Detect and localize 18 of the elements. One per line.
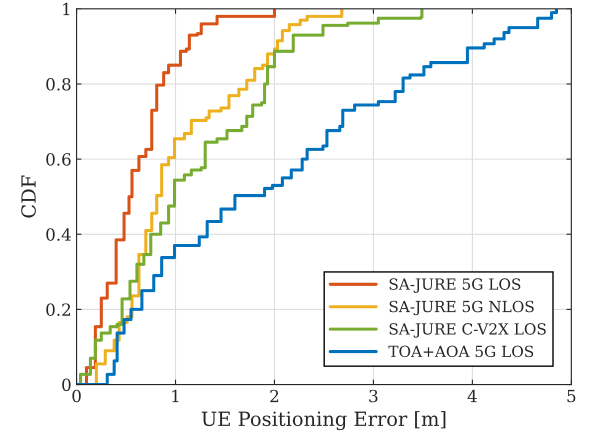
x-tick-label: 0 bbox=[72, 390, 81, 402]
x-tick-label: 4 bbox=[468, 390, 477, 402]
y-tick-label: 0.6 bbox=[46, 153, 71, 166]
y-tick-label: 0 bbox=[62, 378, 71, 392]
legend-label: TOA+AOA 5G LOS bbox=[388, 346, 534, 358]
x-tick-label: 5 bbox=[567, 390, 576, 402]
legend-label: SA-JURE 5G LOS bbox=[390, 278, 520, 293]
y-axis-title: CDF bbox=[21, 176, 36, 218]
y-tick-label: 0.2 bbox=[46, 303, 70, 316]
y-tick-label: 0.4 bbox=[46, 228, 71, 241]
legend-label: SA-JURE C-V2X LOS bbox=[390, 323, 546, 338]
y-tick-label: 0.8 bbox=[46, 78, 71, 91]
x-tick-label: 2 bbox=[270, 390, 278, 402]
x-tick-label: 3 bbox=[369, 390, 378, 402]
y-tick-label: 1 bbox=[63, 2, 70, 16]
x-axis-title: UE Positioning Error [m] bbox=[202, 411, 446, 430]
x-tick-label: 1 bbox=[172, 390, 178, 402]
legend-label: SA-JURE 5G NLOS bbox=[390, 300, 534, 316]
